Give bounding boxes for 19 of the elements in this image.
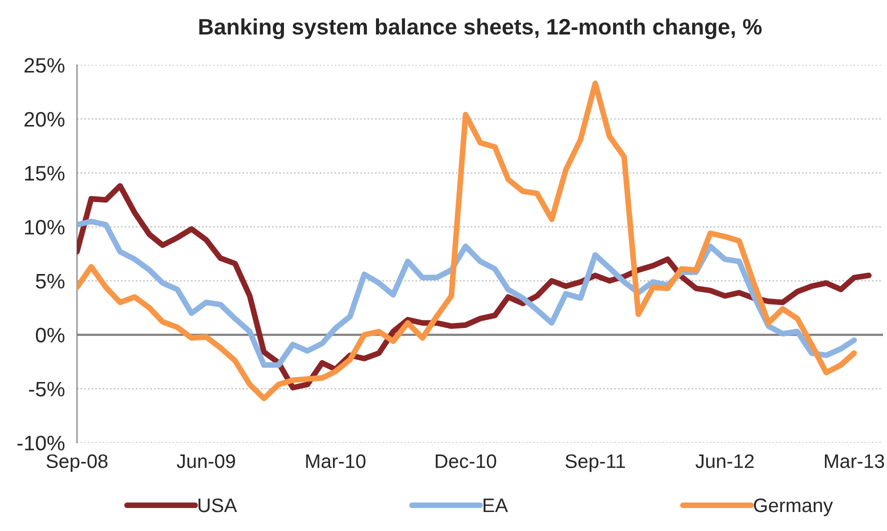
y-tick-label: 15%: [25, 166, 64, 181]
y-tick-label: 0%: [36, 328, 64, 343]
legend-label: USA: [198, 498, 238, 512]
y-tick-label: -10%: [17, 436, 64, 450]
x-tick-label: Sep-08: [46, 454, 108, 472]
y-tick-label: 10%: [25, 220, 64, 235]
y-tick-label: 20%: [24, 112, 64, 127]
x-tick-label: Mar-10: [306, 454, 366, 468]
y-tick-label: 5%: [36, 274, 64, 289]
chart-title: Banking system balance sheets, 12-month change, %: [199, 18, 762, 40]
y-tick-label: -5%: [29, 382, 64, 396]
x-tick-label: Jun-09: [176, 454, 236, 468]
x-tick-label: Jun-12: [696, 454, 754, 468]
x-tick-label: Sep-11: [566, 454, 625, 472]
y-tick-label: 25%: [24, 58, 64, 73]
x-tick-label: Dec-10: [436, 454, 496, 468]
legend-label: EA: [484, 498, 508, 512]
legend-label: Germany: [754, 498, 833, 516]
x-tick-label: Mar-13: [824, 454, 884, 468]
